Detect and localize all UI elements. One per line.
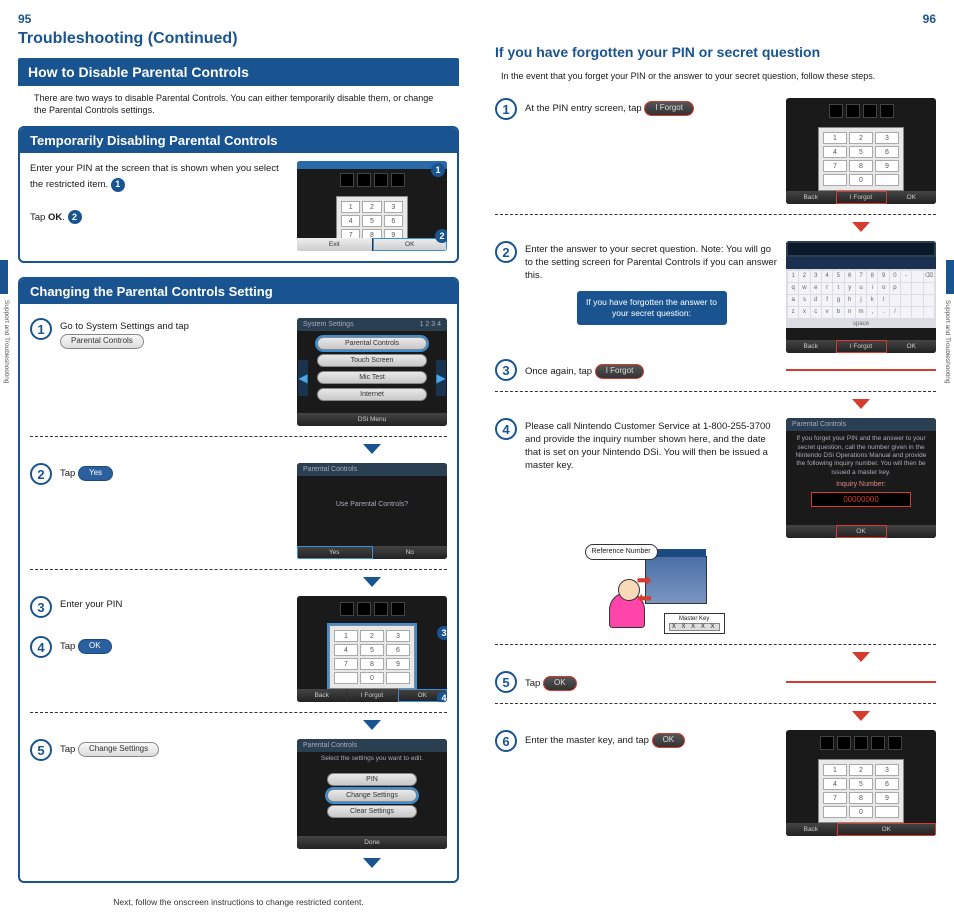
master-key-box: Master Key X X X X X [664, 613, 725, 634]
page-left: Support and Troubleshooting 95 Troublesh… [0, 0, 477, 921]
master-key-entry-screenshot: 123 456 789 0 Back OK [786, 730, 936, 836]
i-forgot-pill: I Forgot [644, 101, 694, 116]
change-settings-screenshot: Parental Controls Select the settings yo… [297, 739, 447, 849]
side-tab-right [946, 260, 954, 294]
side-tab-left [0, 260, 8, 294]
step-number: 1 [30, 318, 52, 340]
building-icon [645, 556, 707, 604]
use-pc-screenshot: Parental Controls Use Parental Controls?… [297, 463, 447, 559]
main-title: Troubleshooting (Continued) [18, 30, 459, 48]
changing-settings-box: Changing the Parental Controls Setting 1… [18, 277, 459, 883]
right-step-4: 4 Please call Nintendo Customer Service … [495, 412, 936, 544]
callout-1-icon: 1 [111, 178, 125, 192]
page-number-right: 96 [495, 12, 936, 26]
right-step-3: 3 Once again, tap I Forgot [495, 353, 936, 392]
yes-pill: Yes [78, 466, 113, 481]
red-connector-line [786, 681, 936, 683]
red-connector-line [786, 369, 936, 371]
side-label-right: Support and Troubleshooting [944, 300, 951, 383]
how-disable-header: How to Disable Parental Controls [18, 58, 459, 86]
customer-service-illustration: Reference Number ➡ ➡ Master Key X X X X … [585, 544, 725, 634]
arrow-down-icon [852, 711, 870, 721]
left-step-3-4: 3 Enter your PIN 4 Tap OK [30, 590, 447, 713]
arrow-down-icon [363, 444, 381, 454]
keyboard-screenshot: 1234567890-⌫qwertyuiopasdfghjklzxcvbnm,.… [786, 241, 936, 353]
arrow-down-icon [363, 577, 381, 587]
changing-settings-header: Changing the Parental Controls Setting [20, 279, 457, 304]
temp-disable-header: Temporarily Disabling Parental Controls [20, 128, 457, 153]
arrow-left-icon: ➡ [637, 588, 652, 609]
left-step-5: 5 Tap Change Settings Parental Controls … [30, 733, 447, 855]
temp-disable-box: Temporarily Disabling Parental Controls … [18, 126, 459, 263]
arrow-down-icon [852, 222, 870, 232]
page-number-left: 95 [18, 12, 459, 26]
forgotten-answer-note: If you have forgotten the answer to your… [577, 291, 727, 325]
callout-2-icon: 2 [68, 210, 82, 224]
forgotten-pin-title: If you have forgotten your PIN or secret… [495, 44, 936, 60]
inquiry-number-screenshot: Parental Controls If you forget your PIN… [786, 418, 936, 538]
left-step-2: 2 Tap Yes Parental Controls Use Parental… [30, 457, 447, 570]
system-settings-screenshot: System Settings1 2 3 4 Parental Controls… [297, 318, 447, 426]
arrow-down-icon [852, 652, 870, 662]
arrow-down-icon [363, 858, 381, 868]
right-step-1: 1 At the PIN entry screen, tap I Forgot … [495, 92, 936, 215]
temp-disable-text: Enter your PIN at the screen that is sho… [30, 161, 287, 251]
right-step-5: 5 Tap OK [495, 665, 936, 704]
arrow-down-icon [852, 399, 870, 409]
side-label-left: Support and Troubleshooting [3, 300, 10, 383]
reference-number-bubble: Reference Number [585, 544, 658, 560]
how-disable-intro: There are two ways to disable Parental C… [18, 86, 459, 126]
arrow-down-icon [363, 720, 381, 730]
parental-controls-pill: Parental Controls [60, 334, 144, 349]
right-step-6: 6 Enter the master key, and tap OK 123 4… [495, 724, 936, 842]
temp-pin-screenshot: 123 456 789 0 Exit OK 1 2 [297, 161, 447, 251]
page-right: Support and Troubleshooting 96 If you ha… [477, 0, 954, 921]
left-footer: Next, follow the onscreen instructions t… [18, 897, 459, 907]
illustration-row: Reference Number ➡ ➡ Master Key X X X X … [495, 544, 936, 645]
pin-forgot-screenshot: 123 456 789 0 Back I Forgot OK [786, 98, 936, 204]
left-step-1: 1 Go to System Settings and tap Parental… [30, 312, 447, 437]
right-step-2: 2 Enter the answer to your secret questi… [495, 235, 936, 353]
forgotten-pin-intro: In the event that you forget your PIN or… [495, 64, 936, 92]
manual-spread: Support and Troubleshooting 95 Troublesh… [0, 0, 954, 921]
pin-entry-screenshot: 123 456 789 0 Back I Forgot OK 3 4 [297, 596, 447, 702]
